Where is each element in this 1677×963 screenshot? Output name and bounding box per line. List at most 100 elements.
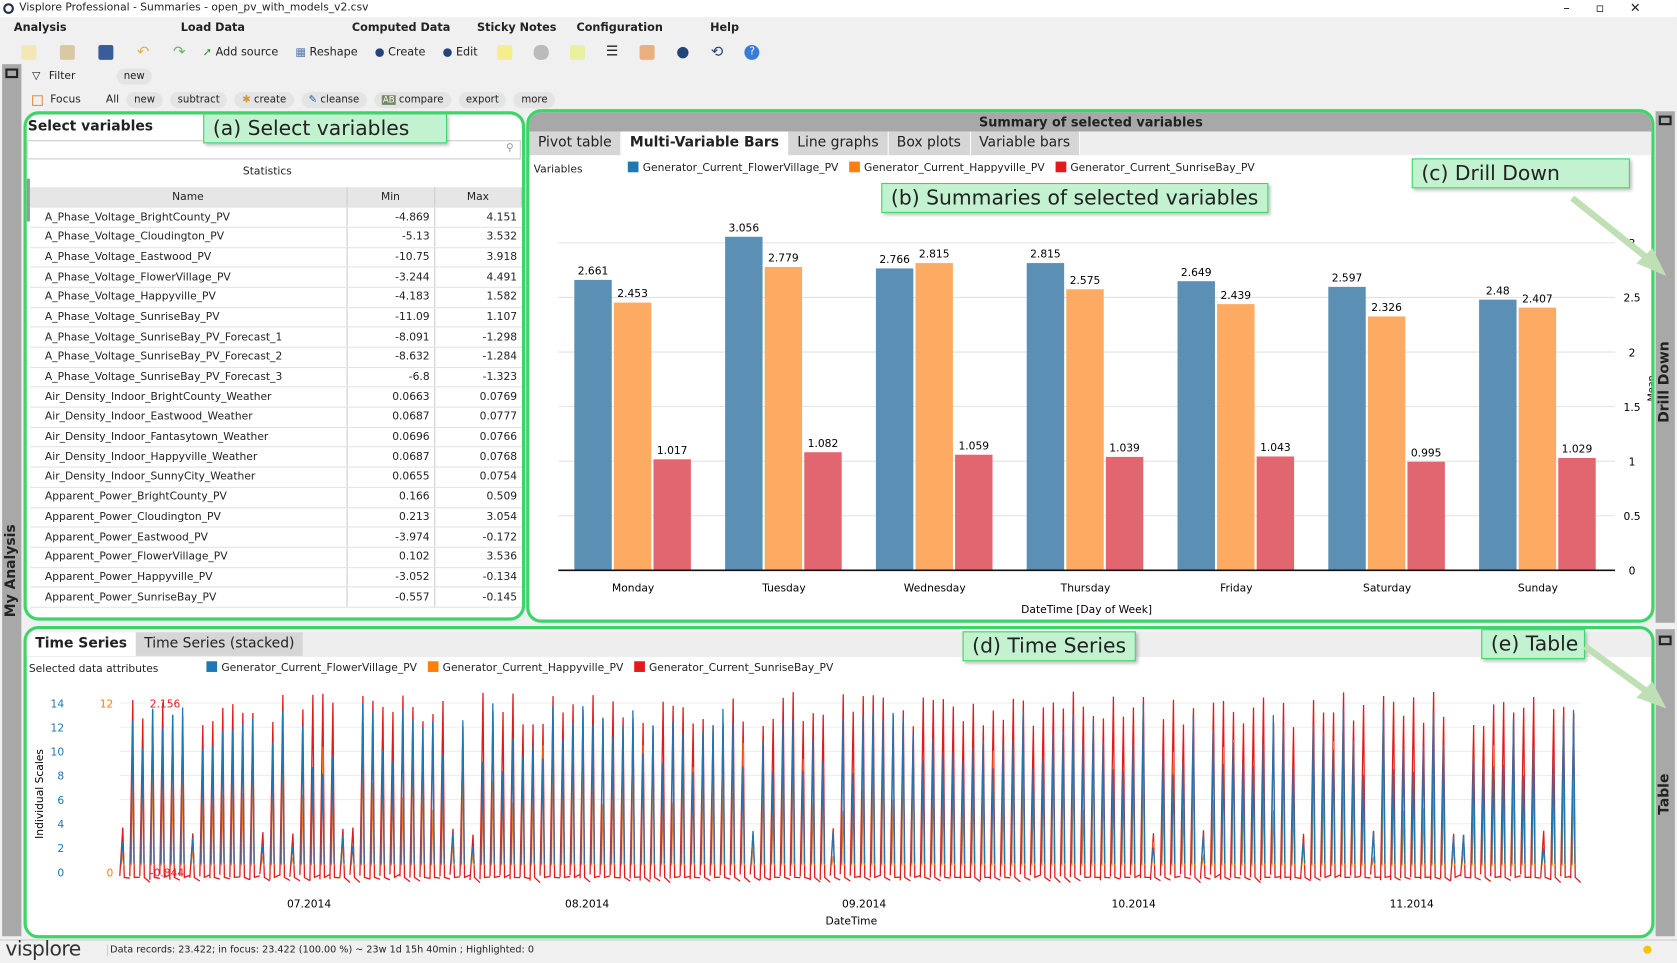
legend-label[interactable]: Generator_Current_Happyville_PV	[442, 662, 624, 675]
edit-button[interactable]: ● Edit	[442, 46, 478, 59]
cell-max: -0.134	[433, 567, 522, 588]
table-row[interactable]: Apparent_Power_FlowerVillage_PV 0.102 3.53…	[29, 547, 522, 568]
bar	[1217, 304, 1255, 571]
menu-configuration[interactable]: Configuration	[576, 21, 663, 35]
table-row[interactable]: A_Phase_Voltage_SunriseBay_PV -11.09 1.107	[29, 307, 522, 328]
y-axis-title: Individual Scales	[33, 749, 46, 839]
col-max[interactable]: Max	[434, 187, 522, 208]
database-icon[interactable]	[533, 44, 549, 60]
redo-icon[interactable]: ↷	[172, 43, 186, 61]
table-row[interactable]: A_Phase_Voltage_SunriseBay_PV_Forecast_1…	[29, 327, 522, 348]
tab-time-series[interactable]: Time Series	[26, 632, 136, 656]
create-button[interactable]: ● Create	[374, 46, 426, 59]
list-icon[interactable]: ☰	[606, 43, 619, 60]
maximize-icon[interactable]	[1658, 635, 1672, 646]
table-row[interactable]: A_Phase_Voltage_BrightCounty_PV -4.869 4.1…	[29, 207, 522, 228]
tab-box-plots[interactable]: Box plots	[888, 131, 971, 156]
table-row[interactable]: Air_Density_Indoor_Eastwood_Weather 0.068…	[29, 407, 522, 428]
y-tick-label: 2	[57, 842, 64, 855]
table-row[interactable]: A_Phase_Voltage_Happyville_PV -4.183 1.582	[29, 287, 522, 308]
red-axis-label: -0.844	[150, 866, 185, 879]
drill-down-rail[interactable]: Drill Down	[1655, 111, 1675, 623]
focus-new-button[interactable]: new	[126, 92, 163, 109]
cell-min: -3.052	[345, 567, 435, 588]
table-row[interactable]: A_Phase_Voltage_Cloudington_PV -5.13 3.532	[29, 227, 522, 248]
table-row[interactable]: A_Phase_Voltage_FlowerVillage_PV -3.244 4.…	[29, 267, 522, 288]
cell-max: 3.536	[433, 547, 522, 568]
tab-variable-bars[interactable]: Variable bars	[970, 131, 1080, 156]
menu-computed-data[interactable]: Computed Data	[351, 21, 451, 35]
menu-help[interactable]: Help	[710, 21, 740, 35]
legend-label[interactable]: Generator_Current_Happyville_PV	[864, 162, 1045, 175]
col-name[interactable]: Name	[29, 187, 348, 208]
table-rail[interactable]: Table	[1655, 629, 1675, 937]
refresh-icon[interactable]: ⟲	[710, 43, 724, 61]
legend-label[interactable]: Generator_Current_SunriseBay_PV	[1070, 162, 1255, 175]
reshape-button[interactable]: ▦ Reshape	[295, 46, 358, 59]
tab-line-graphs[interactable]: Line graphs	[788, 131, 889, 156]
cell-max: 0.509	[433, 487, 522, 508]
table-row[interactable]: Apparent_Power_Happyville_PV -3.052 -0.134	[29, 567, 522, 588]
table-row[interactable]: Apparent_Power_SunriseBay_PV -0.557 -0.145	[29, 587, 522, 608]
variable-search-input[interactable]	[26, 140, 521, 160]
bar	[574, 279, 612, 571]
save-icon[interactable]	[98, 44, 114, 60]
table-row[interactable]: A_Phase_Voltage_SunriseBay_PV_Forecast_2…	[29, 347, 522, 368]
menu-load-data[interactable]: Load Data	[180, 21, 245, 35]
table-row[interactable]: A_Phase_Voltage_Eastwood_PV -10.75 3.918	[29, 247, 522, 268]
focus-more-button[interactable]: more	[513, 92, 556, 109]
collapse-icon[interactable]	[5, 68, 19, 79]
bar-value-label: 2.453	[617, 287, 648, 300]
bar	[653, 459, 691, 571]
focus-subtract-button[interactable]: subtract	[170, 92, 228, 109]
x-axis-title: DateTime	[825, 914, 877, 927]
filter-new-button[interactable]: new	[116, 68, 153, 85]
tab-multi-variable-bars[interactable]: Multi-Variable Bars	[621, 131, 789, 156]
chart-config-icon[interactable]	[639, 44, 655, 60]
x-tick-label: 09.2014	[842, 897, 886, 910]
note-hidden-icon[interactable]	[569, 44, 585, 60]
lightbulb-icon[interactable]: ●	[1642, 943, 1653, 956]
focus-create-button[interactable]: ✱ create	[234, 92, 294, 109]
layers-icon[interactable]: ●	[676, 43, 690, 61]
col-min[interactable]: Min	[346, 187, 435, 208]
x-tick-label: 07.2014	[287, 897, 331, 910]
scrollbar[interactable]	[26, 178, 30, 222]
table-row[interactable]: Air_Density_Indoor_Happyville_Weather 0.0…	[29, 447, 522, 468]
maximize-icon[interactable]	[1658, 115, 1672, 126]
focus-all[interactable]: All	[105, 94, 120, 106]
table-row[interactable]: Air_Density_Indoor_SunnyCity_Weather 0.06…	[29, 467, 522, 488]
select-variables-panel: Select variables ⚲ Statistics Name Min Max…	[23, 111, 526, 621]
left-rail[interactable]: My Analysis	[2, 64, 22, 937]
table-row[interactable]: Air_Density_Indoor_Fantasytown_Weather 0.…	[29, 427, 522, 448]
bar-value-label: 2.779	[768, 252, 799, 265]
tab-pivot-table[interactable]: Pivot table	[529, 131, 622, 156]
cell-max: 3.918	[433, 247, 522, 268]
add-source-button[interactable]: ➚ Add source	[202, 46, 279, 59]
undo-icon[interactable]: ↶	[136, 43, 150, 61]
table-rail-label: Table	[1656, 773, 1673, 815]
table-row[interactable]: Apparent_Power_Eastwood_PV -3.974 -0.172	[29, 527, 522, 548]
new-file-icon[interactable]	[21, 44, 37, 60]
table-row[interactable]: A_Phase_Voltage_SunriseBay_PV_Forecast_3…	[29, 367, 522, 388]
legend-label[interactable]: Generator_Current_FlowerVillage_PV	[221, 662, 417, 675]
legend-label[interactable]: Generator_Current_SunriseBay_PV	[648, 662, 834, 675]
table-row[interactable]: Apparent_Power_Cloudington_PV 0.213 3.054	[29, 507, 522, 528]
focus-export-button[interactable]: export	[458, 92, 507, 109]
sticky-note-icon[interactable]	[496, 44, 512, 60]
cell-min: -0.557	[345, 587, 435, 608]
select-variables-title: Select variables	[27, 118, 154, 135]
table-row[interactable]: Apparent_Power_BrightCounty_PV 0.166 0.509	[29, 487, 522, 508]
window-controls[interactable]: –▫✕	[1563, 0, 1667, 15]
tab-time-series-stacked[interactable]: Time Series (stacked)	[135, 632, 304, 656]
menu-sticky-notes[interactable]: Sticky Notes	[476, 21, 557, 35]
open-folder-icon[interactable]	[59, 44, 75, 60]
focus-cleanse-button[interactable]: ✎ cleanse	[301, 92, 367, 109]
legend-label[interactable]: Generator_Current_FlowerVillage_PV	[642, 162, 839, 175]
help-icon[interactable]: ?	[744, 44, 760, 60]
table-row[interactable]: Air_Density_Indoor_BrightCounty_Weather 0…	[29, 387, 522, 408]
ts-legend: Generator_Current_FlowerVillage_PV Genera…	[196, 661, 834, 675]
focus-compare-button[interactable]: AB compare	[374, 92, 451, 109]
menu-analysis[interactable]: Analysis	[13, 21, 67, 35]
cell-min: 0.0687	[345, 447, 435, 468]
